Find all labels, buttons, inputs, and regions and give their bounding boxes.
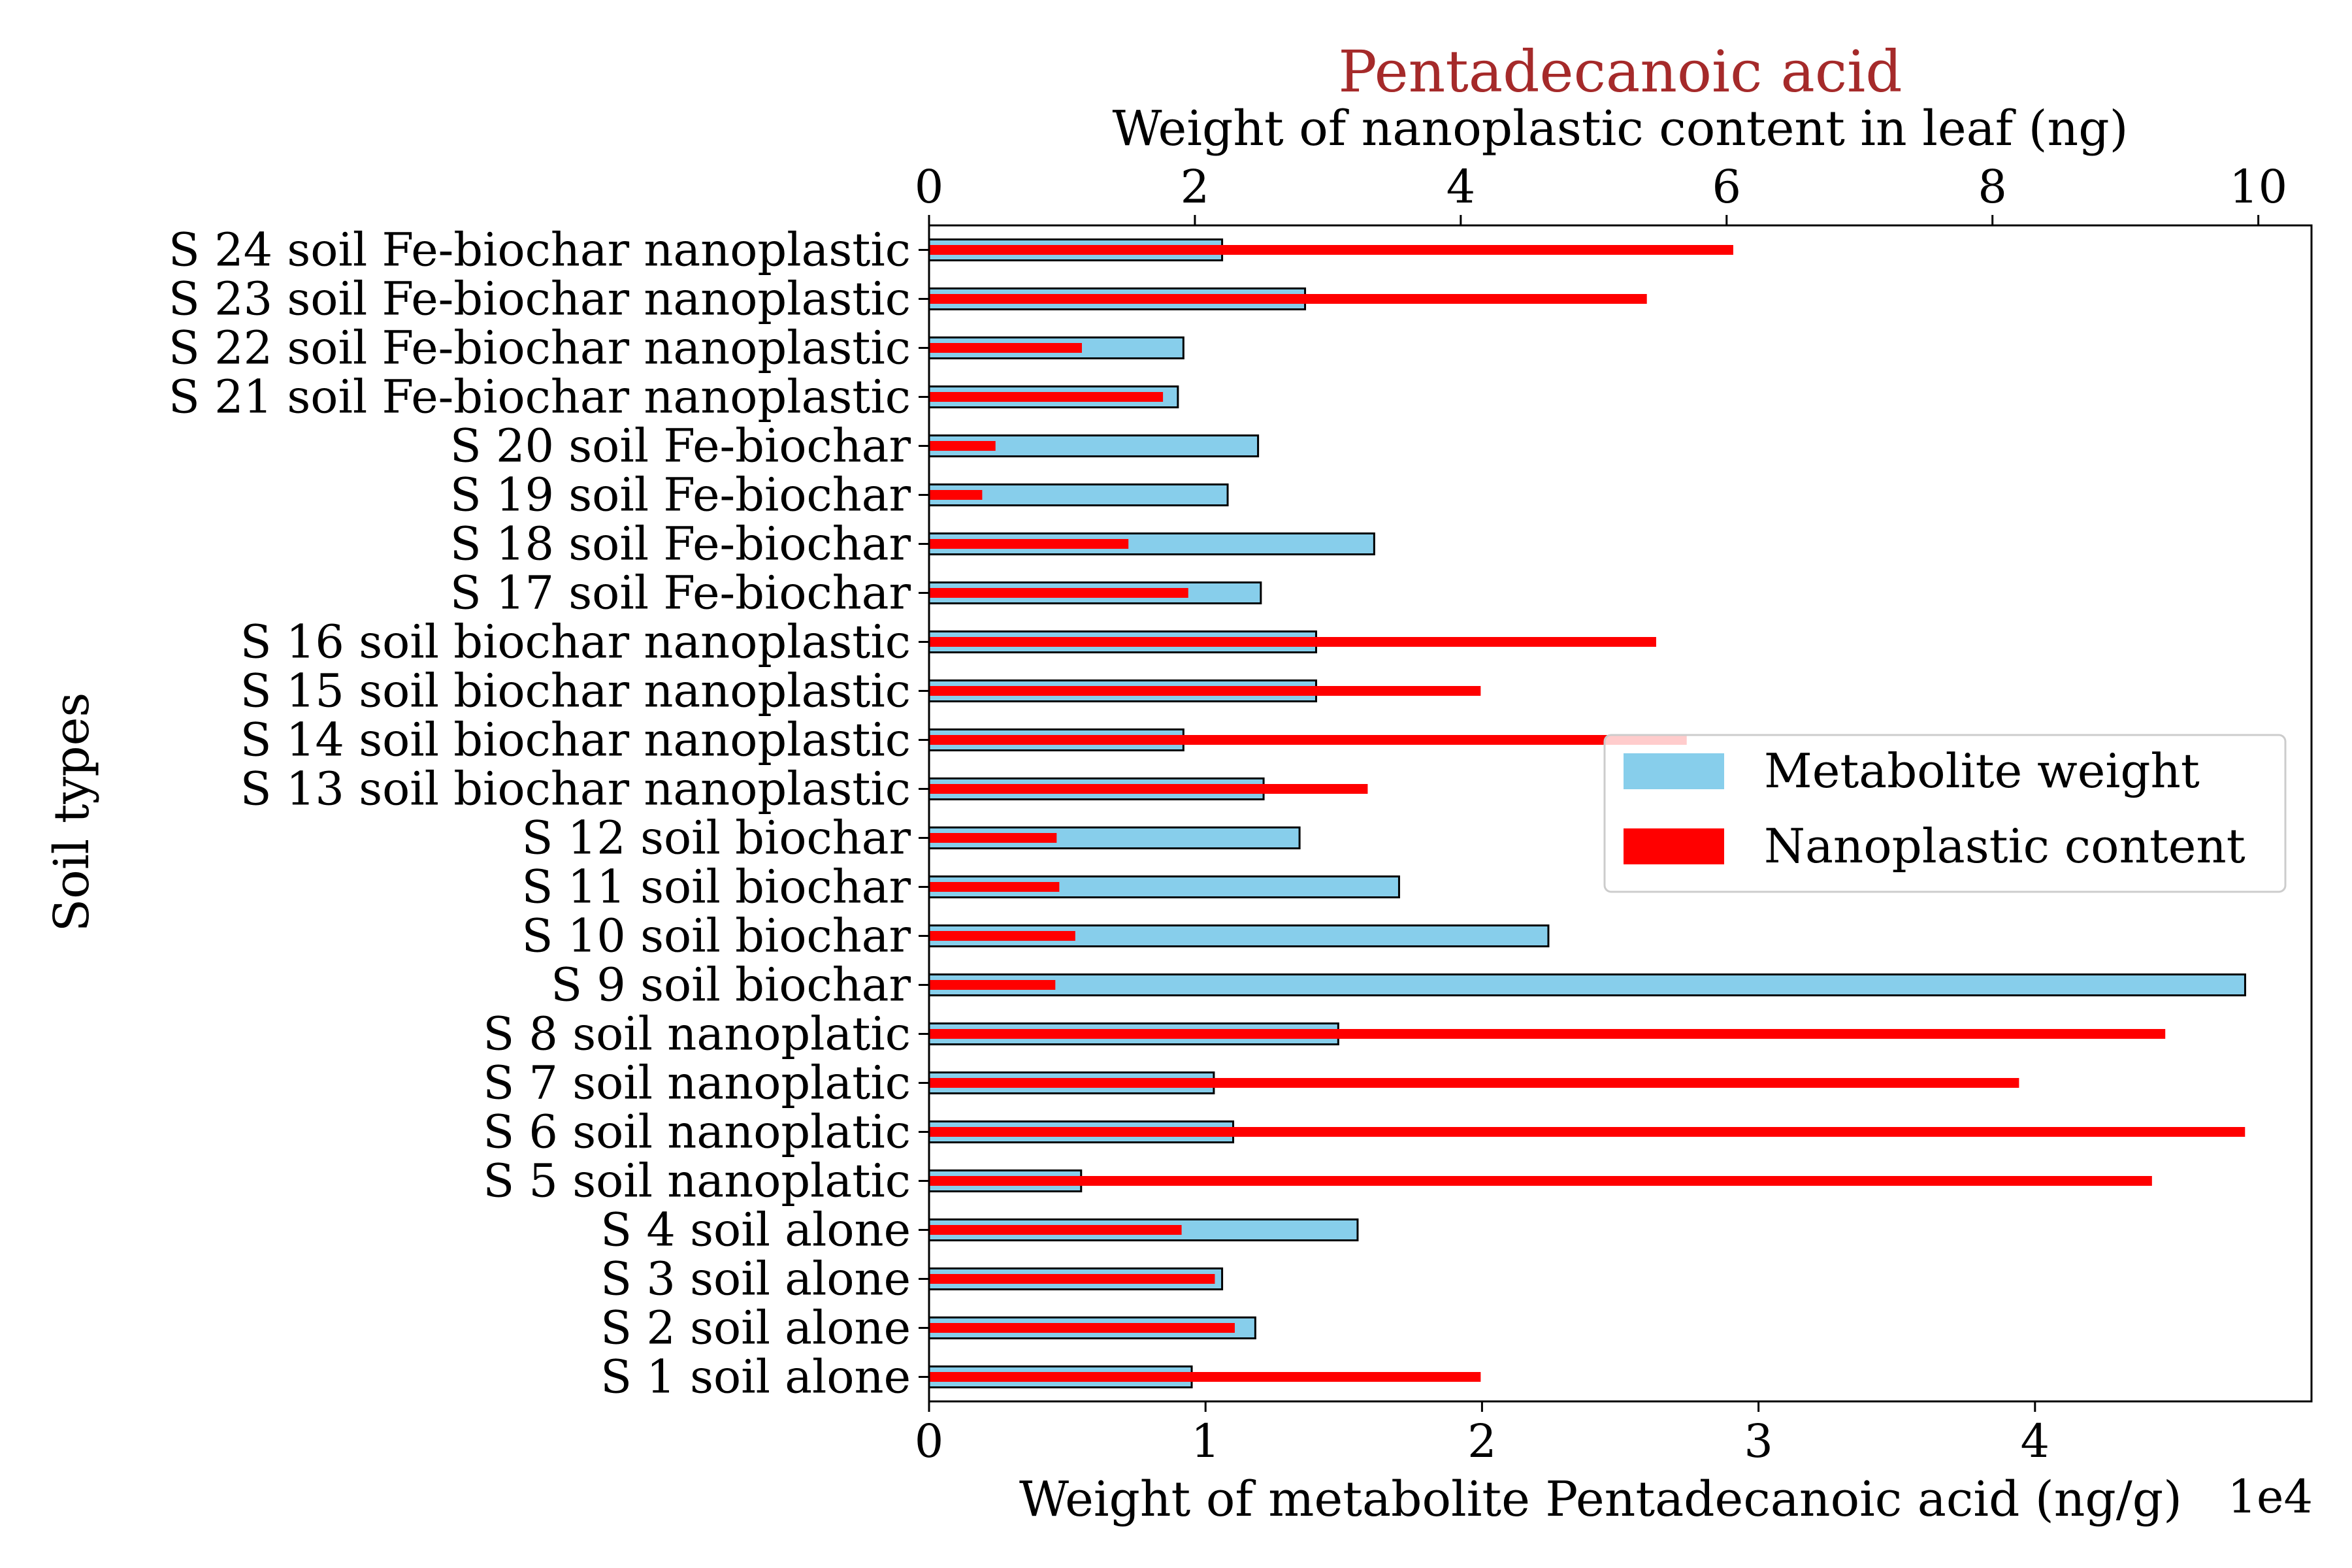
y-axis-label: Soil types bbox=[44, 693, 100, 932]
bottom-tick-label: 0 bbox=[915, 1414, 944, 1468]
nanoplastic-bar bbox=[929, 539, 1129, 549]
nanoplastic-bar bbox=[929, 686, 1481, 696]
y-tick-label: S 17 soil Fe-biochar bbox=[450, 566, 911, 620]
nanoplastic-bar bbox=[929, 441, 996, 451]
top-tick-label: 0 bbox=[915, 160, 944, 214]
top-tick-label: 6 bbox=[1712, 160, 1741, 214]
top-tick-label: 2 bbox=[1181, 160, 1210, 214]
nanoplastic-bar bbox=[929, 245, 1733, 255]
nanoplastic-bar bbox=[929, 931, 1075, 941]
bottom-tick-label: 1 bbox=[1191, 1414, 1220, 1468]
y-tick-label: S 1 soil alone bbox=[600, 1350, 911, 1404]
top-tick-layer: 0 2 4 6 8 10 bbox=[915, 160, 2287, 225]
nanoplastic-bar bbox=[929, 882, 1060, 892]
y-tick-label: S 24 soil Fe-biochar nanoplastic bbox=[169, 223, 911, 277]
nanoplastic-bar bbox=[929, 784, 1368, 794]
plot-frame bbox=[928, 224, 2313, 1403]
legend-swatch-nanoplastic bbox=[1624, 828, 1724, 864]
nanoplastic-bar bbox=[929, 490, 983, 500]
legend-label-metabolite: Metabolite weight bbox=[1764, 743, 2200, 798]
nanoplastic-bar bbox=[929, 1127, 2246, 1137]
nanoplastic-bar bbox=[929, 294, 1647, 304]
bottom-axis-offset-text: 1e4 bbox=[2228, 1470, 2313, 1524]
chart-title: Pentadecanoic acid bbox=[1338, 38, 1902, 105]
y-tick-label: S 18 soil Fe-biochar bbox=[450, 517, 911, 571]
nanoplastic-bar bbox=[929, 735, 1687, 745]
y-tick-label: S 22 soil Fe-biochar nanoplastic bbox=[169, 321, 911, 375]
y-tick-label: S 5 soil nanoplatic bbox=[483, 1154, 911, 1208]
nanoplastic-bar bbox=[929, 588, 1188, 598]
y-tick-label: S 16 soil biochar nanoplastic bbox=[240, 615, 911, 669]
nanoplastic-bar bbox=[929, 343, 1082, 353]
top-tick-label: 8 bbox=[1978, 160, 2007, 214]
nanoplastic-bar bbox=[929, 1323, 1235, 1333]
nanoplastic-bar bbox=[929, 1274, 1215, 1284]
y-tick-label: S 6 soil nanoplatic bbox=[483, 1105, 911, 1159]
y-tick-label: S 13 soil biochar nanoplastic bbox=[240, 762, 911, 816]
y-tick-label: S 15 soil biochar nanoplastic bbox=[240, 664, 911, 718]
nanoplastic-bar bbox=[929, 1029, 2166, 1039]
y-tick-label: S 9 soil biochar bbox=[551, 958, 911, 1012]
nanoplastic-bar bbox=[929, 1078, 2019, 1088]
nanoplastic-bar bbox=[929, 1372, 1481, 1382]
bottom-tick-label: 2 bbox=[1467, 1414, 1497, 1468]
y-tick-label: S 14 soil biochar nanoplastic bbox=[240, 713, 911, 767]
nanoplastic-bar bbox=[929, 980, 1056, 990]
y-tick-label: S 7 soil nanoplatic bbox=[483, 1056, 911, 1110]
bottom-tick-label: 3 bbox=[1744, 1414, 1773, 1468]
legend: Metabolite weight Nanoplastic content bbox=[1603, 734, 2287, 893]
y-tick-label: S 23 soil Fe-biochar nanoplastic bbox=[169, 272, 911, 326]
y-tick-label: S 12 soil biochar bbox=[522, 811, 911, 865]
y-tick-label: S 11 soil biochar bbox=[522, 860, 911, 914]
y-tick-label: S 2 soil alone bbox=[600, 1301, 911, 1355]
bars-layer bbox=[928, 238, 2246, 1388]
legend-box bbox=[1603, 734, 2287, 893]
nanoplastic-bar bbox=[929, 833, 1057, 843]
y-tick-label: S 3 soil alone bbox=[600, 1252, 911, 1306]
top-tick-label: 4 bbox=[1446, 160, 1476, 214]
y-tick-label: S 19 soil Fe-biochar bbox=[450, 468, 911, 522]
y-tick-label: S 20 soil Fe-biochar bbox=[450, 419, 911, 473]
nanoplastic-bar bbox=[929, 637, 1656, 647]
bottom-tick-layer: 0 1 2 3 4 bbox=[915, 1401, 2050, 1468]
top-axis-label: Weight of nanoplastic content in leaf (n… bbox=[1113, 101, 2129, 157]
nanoplastic-bar bbox=[929, 1176, 2152, 1186]
bottom-tick-label: 4 bbox=[2021, 1414, 2050, 1468]
top-tick-label: 10 bbox=[2229, 160, 2287, 214]
bottom-axis-label: Weight of metabolite Pentadecanoic acid … bbox=[1019, 1471, 2182, 1527]
metabolite-bar bbox=[928, 973, 2246, 996]
y-tick-label: S 21 soil Fe-biochar nanoplastic bbox=[169, 370, 911, 424]
legend-swatch-metabolite bbox=[1624, 753, 1724, 789]
y-tick-label: S 4 soil alone bbox=[600, 1203, 911, 1257]
y-tick-label: S 8 soil nanoplatic bbox=[483, 1007, 911, 1061]
nanoplastic-bar bbox=[929, 1225, 1182, 1235]
y-tick-label: S 10 soil biochar bbox=[522, 909, 911, 963]
nanoplastic-bar bbox=[929, 392, 1164, 402]
legend-label-nanoplastic: Nanoplastic content bbox=[1764, 819, 2246, 874]
